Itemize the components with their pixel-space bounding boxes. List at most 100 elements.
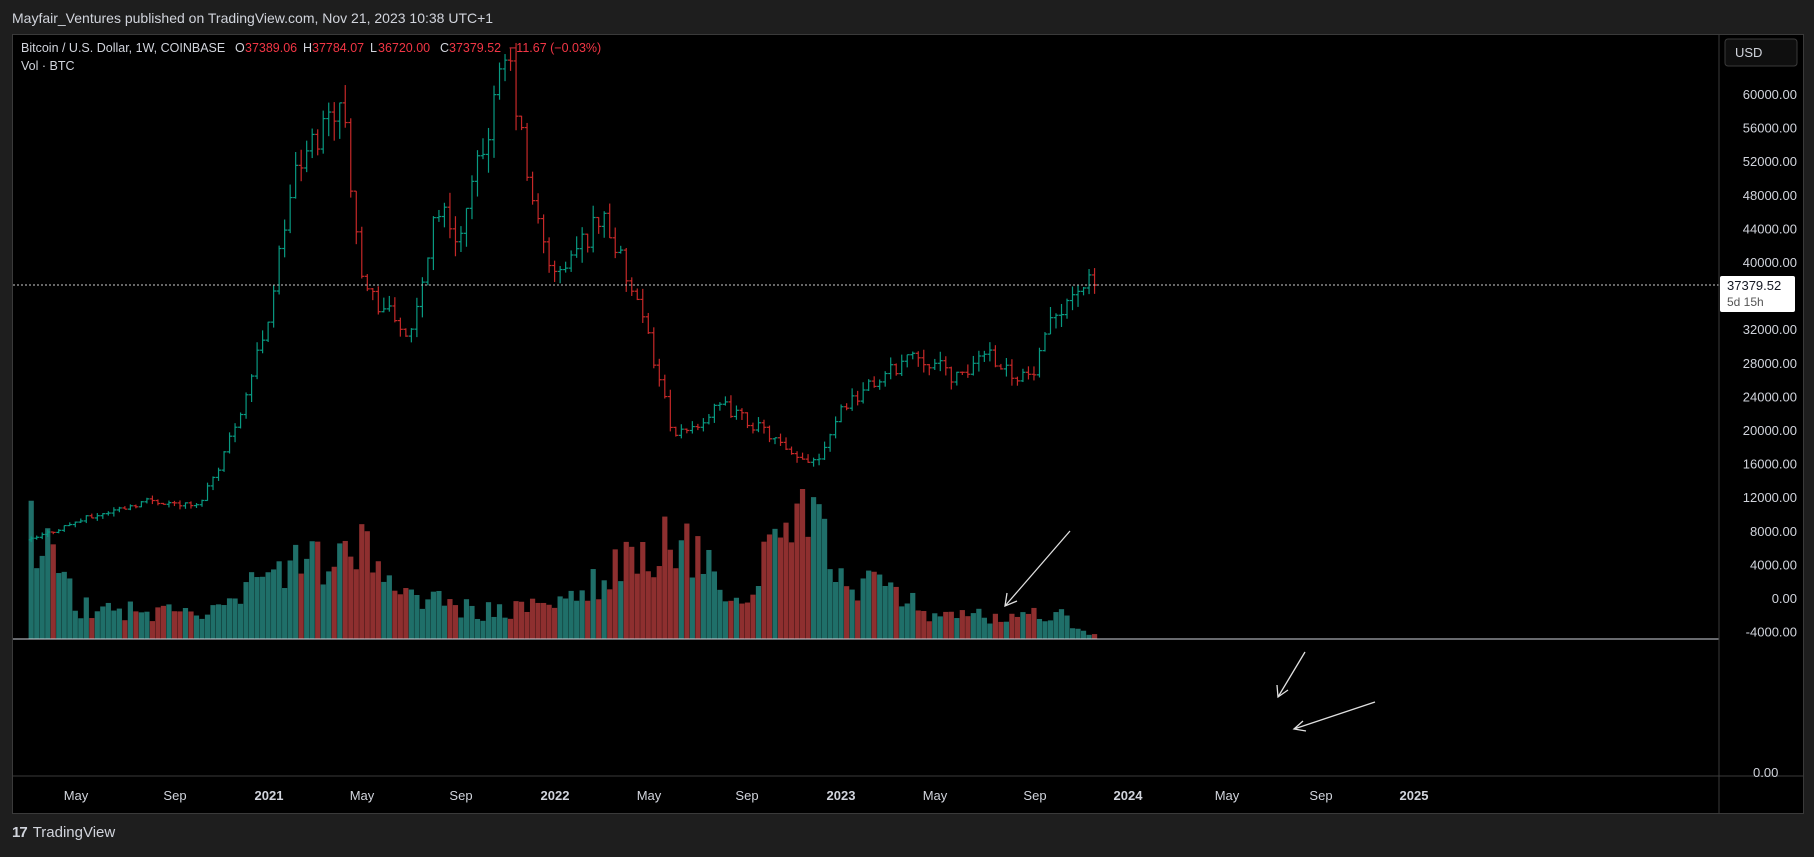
volume-bar: [540, 602, 547, 639]
volume-bar: [127, 601, 133, 639]
volume-bar: [188, 611, 194, 639]
volume-bar: [342, 540, 348, 639]
volume-bar: [1080, 630, 1087, 639]
volume-bar: [414, 595, 420, 639]
volume-bar: [799, 489, 806, 639]
volume-bar: [1091, 634, 1098, 639]
price-axis[interactable]: 60000.00 56000.00 52000.00 48000.00 44000.00…: [1743, 87, 1797, 640]
volume-bar: [827, 569, 833, 639]
volume-bar: [805, 536, 811, 639]
volume-bar: [574, 600, 580, 639]
volume-bar: [89, 618, 95, 639]
volume-bar: [370, 572, 376, 639]
volume-bar: [331, 566, 337, 639]
volume-bar: [419, 608, 425, 639]
volume-bar: [199, 618, 205, 639]
price-axis-tick: -4000.00: [1746, 625, 1797, 640]
volume-bar: [629, 546, 635, 639]
volume-bar: [761, 541, 767, 639]
volume-bar: [392, 590, 398, 639]
time-axis-tick: 2025: [1400, 788, 1429, 803]
volume-bar: [932, 613, 938, 639]
volume-bar: [116, 608, 122, 639]
tradingview-logo[interactable]: 17 TradingView: [12, 824, 115, 841]
volume-bar: [337, 543, 343, 639]
volume-bar: [755, 586, 762, 639]
time-axis-tick: May: [1215, 788, 1240, 803]
volume-bar: [513, 601, 519, 639]
volume-bar: [408, 589, 414, 639]
time-axis[interactable]: May Sep 2021 May Sep 2022 May Sep 2023 May Sep 2024…: [64, 788, 1429, 803]
volume-bar: [480, 620, 486, 639]
volume-bar: [386, 575, 392, 639]
volume-bar: [375, 561, 381, 639]
volume-bar: [535, 602, 541, 639]
volume-bar: [816, 504, 822, 639]
volume-bar: [359, 524, 365, 639]
volume-bar: [94, 611, 100, 639]
volume-bar: [965, 616, 971, 639]
volume-bar: [1064, 615, 1070, 639]
volume-bar: [138, 612, 144, 639]
volume-bar: [656, 566, 662, 639]
volume-bar: [921, 611, 927, 639]
volume-bar: [61, 571, 67, 639]
volume-bar: [1053, 612, 1059, 639]
arrow-2-head: [1276, 684, 1289, 699]
volume-bar: [783, 522, 789, 639]
volume-bar: [910, 592, 916, 639]
volume-bar: [667, 549, 673, 639]
volume-bar: [810, 497, 817, 639]
volume-bar: [557, 596, 563, 639]
volume-bar: [265, 572, 271, 639]
volume-bar: [1086, 634, 1092, 639]
volume-bar: [899, 606, 905, 639]
badge-price: 37379.52: [1727, 278, 1781, 293]
volume-bar: [34, 568, 40, 639]
volume-bar: [1031, 607, 1037, 639]
legend-l-label: L: [370, 41, 377, 55]
volume-bar: [888, 582, 894, 639]
volume-bar: [381, 581, 387, 639]
volume-bar: [976, 608, 982, 639]
volume-bar: [177, 611, 183, 639]
time-axis-tick: 2023: [827, 788, 856, 803]
volume-bar: [221, 605, 227, 639]
volume-bar: [821, 518, 828, 639]
legend-o-value: 37389.06: [245, 41, 297, 55]
legend-h-value: 37784.07: [312, 41, 364, 55]
volume-bar: [507, 618, 514, 639]
arrow-3-head: [1292, 720, 1307, 732]
volume-bar: [204, 614, 211, 639]
volume-bar: [171, 611, 178, 639]
time-axis-tick: Sep: [1023, 788, 1046, 803]
volume-bar: [981, 617, 987, 639]
volume-bar: [998, 621, 1004, 639]
volume-bar: [155, 607, 161, 639]
volume-bar: [271, 569, 277, 639]
volume-bar: [133, 611, 139, 639]
volume-bar: [232, 598, 238, 639]
time-axis-tick: 2024: [1114, 788, 1144, 803]
price-axis-tick: 0.00: [1772, 591, 1797, 606]
volume-bar: [425, 599, 431, 639]
price-badge: 37379.52 5d 15h: [1720, 276, 1795, 313]
volume-bar: [430, 591, 437, 639]
volume-bar: [833, 582, 839, 639]
volume-bar: [838, 568, 844, 639]
price-chart[interactable]: Bitcoin / U.S. Dollar, 1W, COINBASE O 37…: [13, 35, 1803, 813]
volume-bar: [78, 618, 84, 639]
price-axis-tick: 8000.00: [1750, 524, 1797, 539]
arrow-1-head: [1004, 592, 1018, 608]
volume-bar: [866, 570, 872, 639]
chart-panel[interactable]: Bitcoin / U.S. Dollar, 1W, COINBASE O 37…: [12, 34, 1804, 814]
volume-bar: [1042, 621, 1048, 639]
volume-bar: [243, 582, 249, 639]
volume-bar: [970, 613, 976, 639]
volume-bar: [623, 541, 629, 639]
volume-bar: [403, 588, 409, 639]
volume-bar: [166, 604, 172, 639]
currency-button[interactable]: USD: [1724, 38, 1798, 67]
volume-bar: [485, 602, 492, 639]
time-axis-tick: Sep: [1309, 788, 1332, 803]
